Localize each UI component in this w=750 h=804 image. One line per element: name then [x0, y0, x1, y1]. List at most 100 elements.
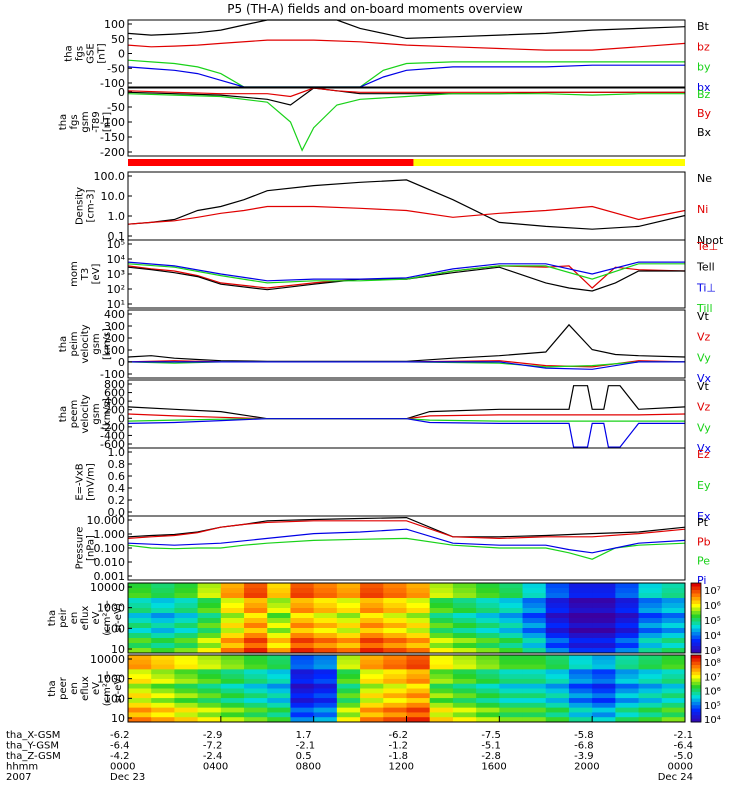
heatmap-cell: [128, 603, 152, 609]
heatmap-cell: [220, 717, 245, 723]
panel-peir-spectrogram: 10⁷ 10⁶ 10⁵ 10⁴ 10³ 10000 1000 100 10 tha peir en ef…: [47, 581, 721, 657]
heatmap-cell: [522, 659, 547, 666]
heatmap-cell: [290, 712, 315, 718]
heatmap-cell: [313, 693, 338, 699]
colorbar-swatch: [691, 665, 701, 669]
heatmap-cell: [313, 593, 338, 599]
heatmap-cell: [128, 593, 152, 599]
colorbar-swatch: [691, 621, 701, 626]
y-tick-label: 100.0: [94, 170, 126, 183]
x-axis-value: -6.2: [389, 730, 409, 741]
y-tick-label: 10.0: [101, 190, 126, 203]
heatmap-cell: [336, 628, 361, 634]
heatmap-cell: [128, 717, 152, 723]
y-tick-label: 0.1: [108, 230, 126, 243]
y-axis-label: [mV/m]: [86, 463, 97, 501]
heatmap-cell: [174, 638, 199, 644]
heatmap-cell: [429, 659, 454, 666]
colorbar-swatch: [691, 701, 701, 706]
heatmap-cell: [360, 583, 384, 589]
heatmap-cell: [638, 712, 663, 718]
heatmap-cell: [429, 678, 454, 685]
heatmap-cell: [476, 618, 500, 624]
heatmap-cell: [522, 683, 547, 689]
heatmap-cell: [383, 593, 407, 599]
heatmap-cell: [406, 613, 431, 619]
heatmap-cell: [545, 628, 570, 634]
x-axis-value: 2000: [574, 762, 599, 773]
heatmap-cell: [220, 603, 245, 609]
heatmap-cell: [476, 707, 500, 713]
heatmap-cell: [592, 664, 616, 670]
heatmap-cell: [592, 688, 616, 694]
heatmap-cell: [197, 648, 222, 654]
heatmap-cell: [429, 712, 454, 718]
heatmap-cell: [568, 678, 593, 685]
y-axis-label: sr-eV): [113, 603, 124, 632]
heatmap-cell: [290, 674, 315, 680]
heatmap-cell: [151, 633, 175, 639]
heatmap-cell: [174, 613, 199, 619]
heatmap-cell: [151, 698, 175, 704]
heatmap-cell: [267, 648, 291, 654]
heatmap-cell: [360, 628, 384, 634]
heatmap-cell: [267, 593, 291, 599]
heatmap-cell: [128, 659, 152, 666]
y-tick-label: 10⁵: [107, 238, 125, 251]
heatmap-cell: [360, 618, 384, 624]
heatmap-cell: [267, 588, 291, 594]
heatmap-cell: [476, 583, 500, 589]
y-axis-label: fgs: [69, 114, 80, 129]
heatmap-cell: [522, 608, 547, 614]
heatmap-cell: [522, 664, 547, 670]
heatmap-cell: [452, 623, 477, 629]
heatmap-cell: [545, 707, 570, 713]
y-axis-label: Pressure: [75, 527, 86, 570]
heatmap-cell: [313, 613, 338, 619]
heatmap-cell: [661, 633, 686, 639]
heatmap-cell: [429, 603, 454, 609]
heatmap-cell: [151, 702, 175, 709]
heatmap-cell: [592, 618, 616, 624]
x-axis-value: -2.4: [203, 751, 223, 762]
legend-label: Ez: [697, 448, 710, 461]
heatmap-cell: [522, 613, 547, 619]
heatmap-cell: [360, 659, 384, 666]
heatmap-cell: [197, 655, 222, 661]
colorbar-swatch: [691, 586, 701, 591]
heatmap-cell: [661, 638, 686, 644]
y-tick-label: 300: [104, 320, 125, 333]
heatmap-cell: [638, 623, 663, 629]
heatmap-cell: [638, 683, 663, 689]
legend-label: bz: [697, 40, 710, 53]
heatmap-cell: [267, 688, 291, 694]
legend-label: by: [697, 61, 711, 74]
heatmap-cell: [313, 717, 338, 723]
heatmap-cell: [452, 648, 477, 654]
y-axis-label: tha: [64, 45, 75, 61]
heatmap-cell: [638, 593, 663, 599]
series-line-Ti⊥: [127, 261, 685, 282]
heatmap-cell: [499, 712, 524, 718]
heatmap-cell: [476, 623, 500, 629]
heatmap-cell: [360, 648, 384, 654]
heatmap-cell: [360, 638, 384, 644]
heatmap-cell: [406, 593, 431, 599]
heatmap-cell: [452, 659, 477, 666]
legend-label: Pb: [697, 535, 711, 548]
heatmap-cell: [592, 655, 616, 661]
heatmap-cell: [313, 707, 338, 713]
heatmap-cell: [406, 688, 431, 694]
y-tick-label: -200: [100, 421, 125, 434]
heatmap-cell: [638, 707, 663, 713]
heatmap-cell: [545, 693, 570, 699]
heatmap-cell: [499, 707, 524, 713]
heatmap-cell: [476, 678, 500, 685]
heatmap-cell: [452, 712, 477, 718]
x-axis-value: -3.9: [574, 751, 594, 762]
heatmap-cell: [406, 707, 431, 713]
heatmap-cell: [290, 588, 315, 594]
heatmap-cell: [568, 638, 593, 644]
heatmap-cell: [406, 712, 431, 718]
heatmap-cell: [290, 613, 315, 619]
